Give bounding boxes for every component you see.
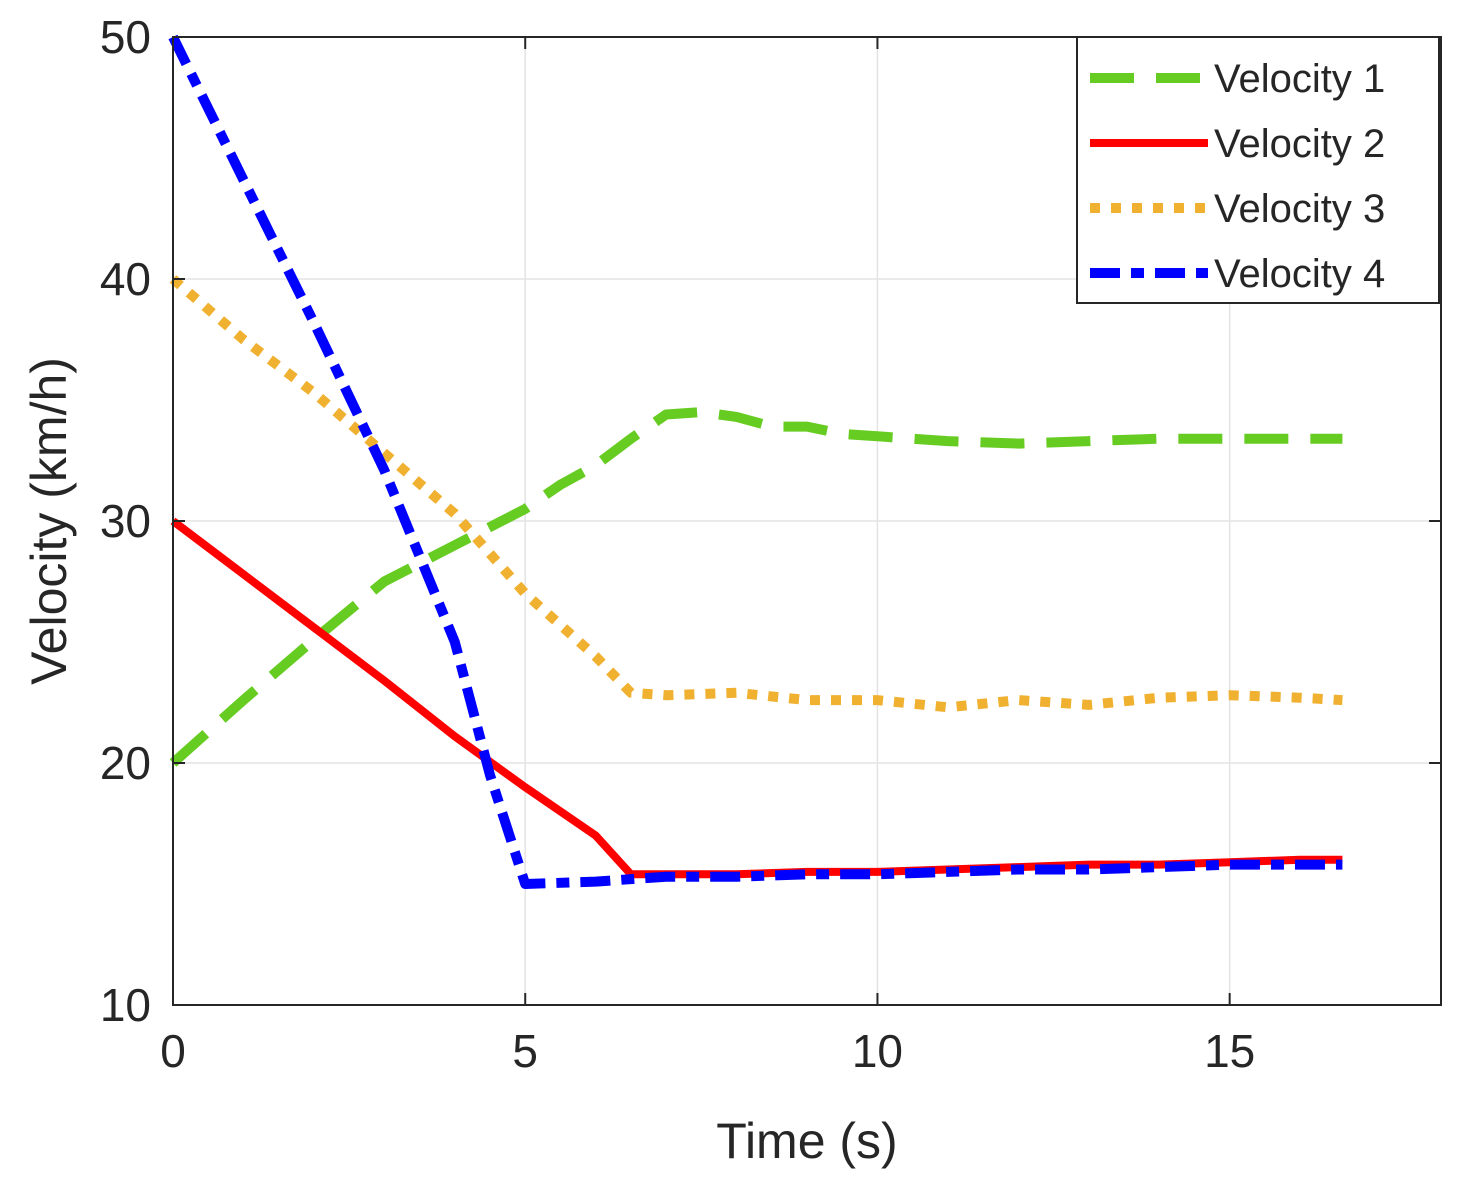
x-tick-label: 0 xyxy=(160,1025,186,1077)
axis-ticks: 0 5 10 15 10 20 30 40 50 xyxy=(100,11,1441,1077)
legend-label-velocity-2: Velocity 2 xyxy=(1214,122,1385,166)
y-tick-label: 40 xyxy=(100,253,151,305)
y-tick-label: 20 xyxy=(100,737,151,789)
series-layer xyxy=(168,34,1343,889)
legend: Velocity 1 Velocity 2 Velocity 3 Velocity 4 xyxy=(1076,36,1440,304)
series-line-velocity-4 xyxy=(168,34,1343,889)
series-line-velocity-1 xyxy=(169,407,1343,767)
legend-label-velocity-4: Velocity 4 xyxy=(1214,252,1385,296)
x-tick-label: 15 xyxy=(1204,1025,1255,1077)
x-tick-label: 5 xyxy=(512,1025,538,1077)
legend-label-velocity-1: Velocity 1 xyxy=(1214,57,1385,101)
x-axis-label: Time (s) xyxy=(716,1113,897,1169)
series-line-velocity-3 xyxy=(169,275,1343,713)
y-tick-label: 30 xyxy=(100,495,151,547)
y-axis-label: Velocity (km/h) xyxy=(21,357,77,685)
x-tick-label: 10 xyxy=(852,1025,903,1077)
legend-label-velocity-3: Velocity 3 xyxy=(1214,187,1385,231)
y-tick-label: 10 xyxy=(100,979,151,1031)
legend-box xyxy=(1076,36,1440,304)
y-tick-label: 50 xyxy=(100,11,151,63)
